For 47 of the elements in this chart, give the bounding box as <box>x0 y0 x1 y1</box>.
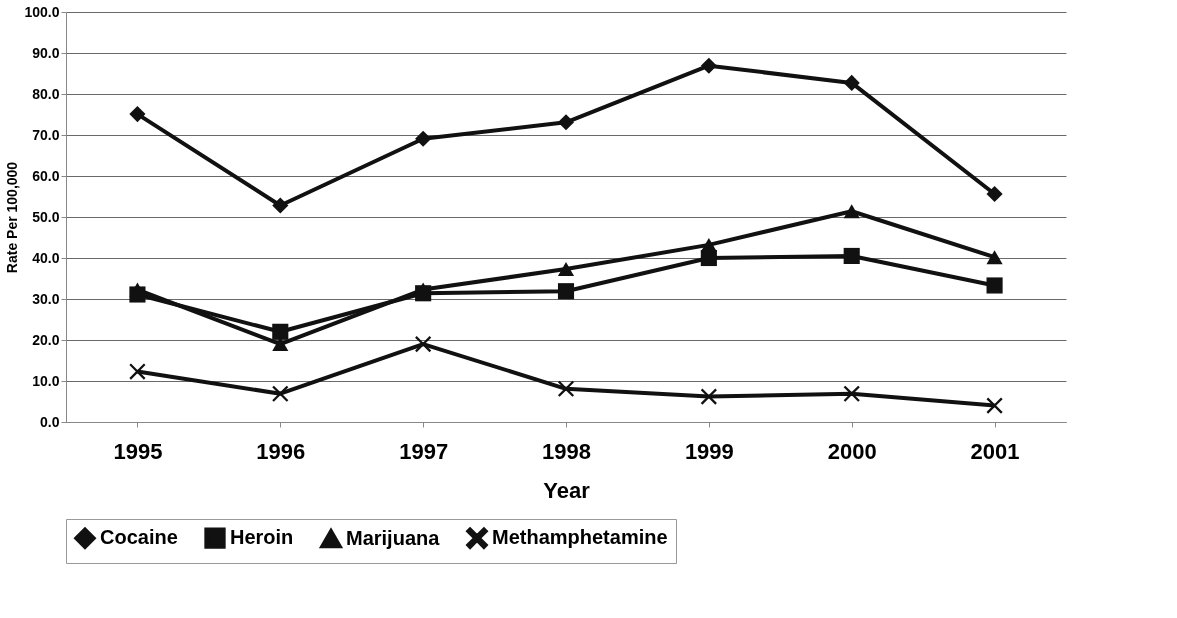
point <box>557 114 575 131</box>
point <box>557 283 575 300</box>
point <box>843 385 860 402</box>
y-tick-label: 80.0 <box>32 85 60 102</box>
x-tick-label: 1995 <box>113 438 163 464</box>
y-tick-label: 0.0 <box>40 413 60 430</box>
x-tick-label: 2001 <box>970 438 1020 464</box>
x-tick-label: 1999 <box>684 438 734 464</box>
point <box>843 247 860 265</box>
y-tick-label: 90.0 <box>32 44 60 61</box>
y-tick-label: 100.0 <box>24 3 60 20</box>
point <box>415 130 432 147</box>
x-axis-title: Year <box>543 477 591 503</box>
y-tick-label: 30.0 <box>32 290 60 307</box>
point <box>272 385 289 402</box>
point <box>272 337 289 352</box>
x-tick-label: 1997 <box>399 438 449 464</box>
y-axis-title: Rate Per 100,000 <box>4 161 21 274</box>
y-tick-label: 40.0 <box>32 249 60 266</box>
point <box>415 336 432 353</box>
legend-label: Heroin <box>230 526 294 549</box>
legend-label: Methamphetamine <box>492 526 668 549</box>
x-tick-label: 2000 <box>827 438 877 464</box>
point <box>557 262 575 277</box>
point <box>129 106 146 123</box>
y-tick-label: 10.0 <box>32 372 60 389</box>
y-tick-label: 50.0 <box>32 208 60 225</box>
y-tick-label: 20.0 <box>32 331 60 348</box>
point <box>129 363 146 380</box>
point <box>700 237 717 252</box>
point <box>986 277 1003 294</box>
legend-label: Cocaine <box>100 526 178 549</box>
point <box>272 323 289 340</box>
legend-label: Marijuana <box>346 526 441 549</box>
x-tick-label: 1998 <box>542 438 591 464</box>
x-tick-label: 1996 <box>256 438 306 464</box>
point <box>986 185 1003 203</box>
point <box>272 197 289 214</box>
y-tick-label: 70.0 <box>32 126 60 143</box>
point <box>557 380 575 397</box>
point <box>700 57 717 74</box>
point <box>843 74 860 91</box>
point <box>986 250 1003 265</box>
y-tick-label: 60.0 <box>32 167 60 184</box>
point <box>700 388 717 405</box>
point <box>986 397 1003 414</box>
point <box>843 204 860 219</box>
